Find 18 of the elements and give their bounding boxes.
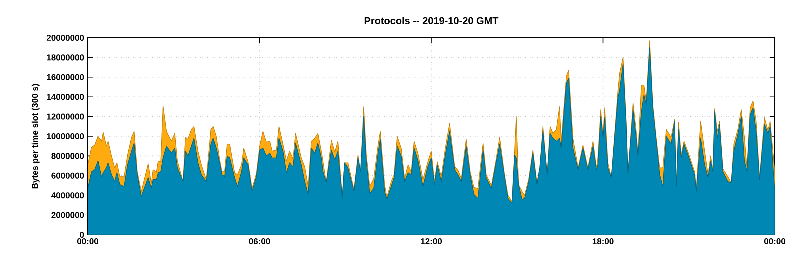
y-tick-label: 0 <box>80 232 84 238</box>
x-tick-label: 06:00 <box>249 238 270 245</box>
y-tick-label: 8000000 <box>52 153 84 160</box>
x-tick-label: 00:00 <box>764 238 786 245</box>
y-tick-label: 16000000 <box>47 74 84 80</box>
y-tick-label: 2000000 <box>52 212 84 218</box>
chart-title: Protocols -- 2019-10-20 GMT <box>364 17 499 24</box>
y-tick-label: 10000000 <box>47 133 84 140</box>
y-tick-label: 6000000 <box>52 172 84 179</box>
x-tick-label: 00:00 <box>77 238 99 245</box>
y-tick-label: 14000000 <box>47 94 84 100</box>
y-tick-label: 18000000 <box>47 54 84 61</box>
y-tick-label: 20000000 <box>46 34 84 41</box>
x-tick-label: 18:00 <box>592 238 614 245</box>
y-tick-label: 12000000 <box>47 114 84 120</box>
y-axis-title: Bytes per time slot (300 s) <box>32 84 40 189</box>
x-tick-label: 12:00 <box>421 238 442 245</box>
y-tick-label: 4000000 <box>52 192 84 199</box>
